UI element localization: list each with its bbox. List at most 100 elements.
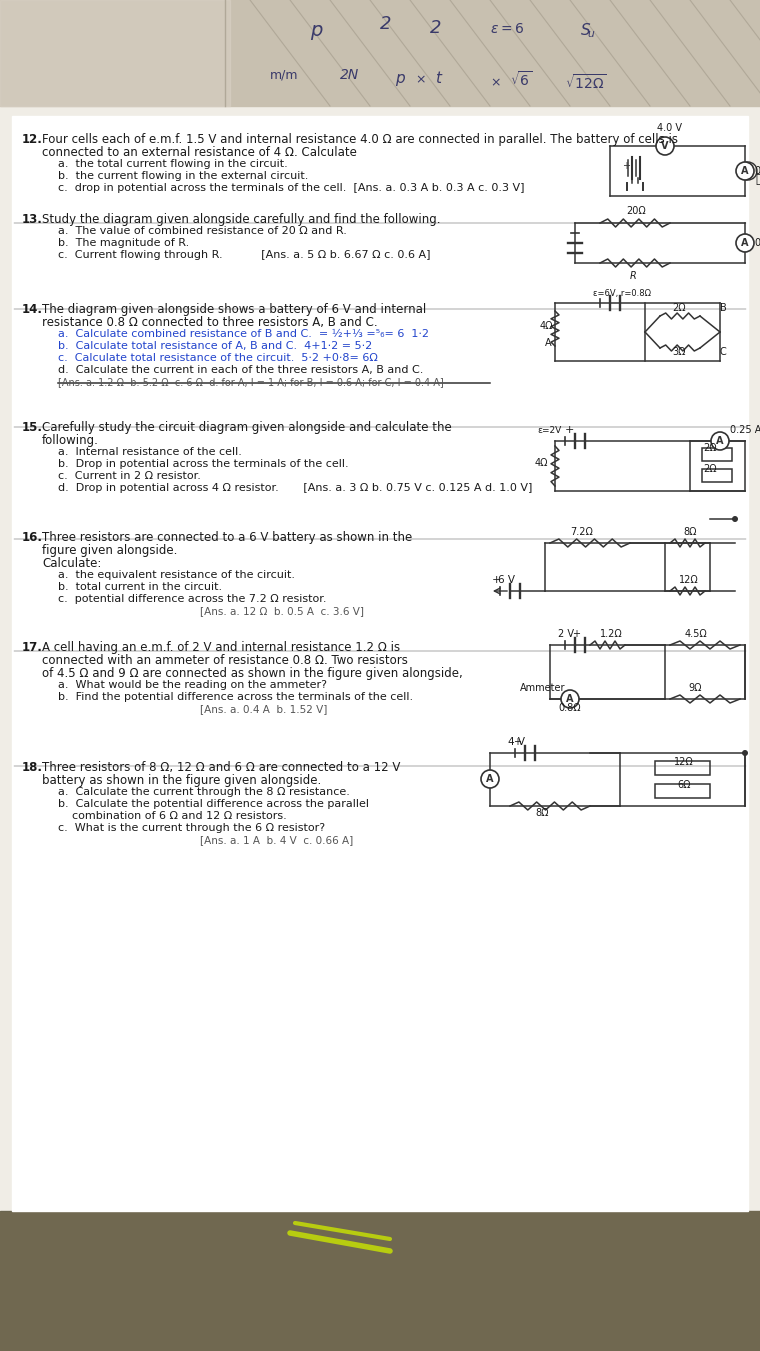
Text: battery as shown in the figure given alongside.: battery as shown in the figure given alo…	[42, 774, 321, 788]
Text: of 4.5 Ω and 9 Ω are connected as shown in the figure given alongside,: of 4.5 Ω and 9 Ω are connected as shown …	[42, 667, 463, 680]
Text: C: C	[720, 347, 727, 357]
Text: 18.: 18.	[22, 761, 43, 774]
Text: Ammeter: Ammeter	[520, 684, 565, 693]
Text: B: B	[720, 303, 727, 313]
Text: a.  the total current flowing in the circuit.: a. the total current flowing in the circ…	[58, 159, 288, 169]
Text: +: +	[565, 426, 575, 435]
Text: 2: 2	[430, 19, 442, 36]
Text: 12Ω: 12Ω	[679, 576, 698, 585]
Text: figure given alongside.: figure given alongside.	[42, 544, 177, 557]
Text: following.: following.	[42, 434, 99, 447]
Text: 16.: 16.	[22, 531, 43, 544]
Text: a.  The value of combined resistance of 20 Ω and R.: a. The value of combined resistance of 2…	[58, 226, 347, 236]
Text: 12.: 12.	[22, 132, 43, 146]
Text: 20Ω: 20Ω	[626, 205, 646, 216]
Text: R: R	[630, 272, 637, 281]
Text: Carefully study the circuit diagram given alongside and calculate the: Carefully study the circuit diagram give…	[42, 422, 451, 434]
Bar	[0, 0, 230, 105]
Text: a.  the equivalent resistance of the circuit.: a. the equivalent resistance of the circ…	[58, 570, 295, 580]
Text: connected with an ammeter of resistance 0.8 Ω. Two resistors: connected with an ammeter of resistance …	[42, 654, 408, 667]
Text: resistance 0.8 Ω connected to three resistors A, B and C.: resistance 0.8 Ω connected to three resi…	[42, 316, 378, 330]
Text: 0.8Ω: 0.8Ω	[558, 703, 581, 713]
Text: 4 V: 4 V	[508, 738, 525, 747]
Circle shape	[736, 162, 754, 180]
Text: b.  total current in the circuit.: b. total current in the circuit.	[58, 582, 222, 592]
Circle shape	[561, 690, 579, 708]
Text: a.  Calculate the current through the 8 Ω resistance.: a. Calculate the current through the 8 Ω…	[58, 788, 350, 797]
Text: A: A	[486, 774, 494, 784]
Circle shape	[711, 432, 729, 450]
Text: b.  Calculate the potential difference across the parallel: b. Calculate the potential difference ac…	[58, 798, 369, 809]
Circle shape	[481, 770, 499, 788]
Text: c.  Current in 2 Ω resistor.: c. Current in 2 Ω resistor.	[58, 471, 201, 481]
Text: Three resistors are connected to a 6 V battery as shown in the: Three resistors are connected to a 6 V b…	[42, 531, 412, 544]
Bar	[702, 447, 732, 461]
Text: V: V	[661, 141, 669, 151]
Text: b.  The magnitude of R.: b. The magnitude of R.	[58, 238, 189, 249]
Text: A: A	[566, 694, 574, 704]
Text: $\times$: $\times$	[490, 76, 501, 89]
Text: 15.: 15.	[22, 422, 43, 434]
Text: Study the diagram given alongside carefully and find the following.: Study the diagram given alongside carefu…	[42, 213, 441, 226]
Text: 7.2Ω: 7.2Ω	[570, 527, 593, 536]
Text: +: +	[492, 576, 502, 585]
Text: $\sqrt{6}$: $\sqrt{6}$	[510, 70, 532, 89]
Text: $\sqrt{12\Omega}$: $\sqrt{12\Omega}$	[565, 73, 606, 92]
Text: b.  Find the potential difference across the terminals of the cell.: b. Find the potential difference across …	[58, 692, 413, 703]
Text: 4Ω: 4Ω	[540, 322, 553, 331]
Text: A: A	[545, 338, 552, 349]
Text: 13.: 13.	[22, 213, 43, 226]
Text: b.  Calculate total resistance of A, B and C.  4+1⋅2 = 5⋅2: b. Calculate total resistance of A, B an…	[58, 340, 372, 351]
Text: 17.: 17.	[22, 640, 43, 654]
Text: b.  Drop in potential across the terminals of the cell.: b. Drop in potential across the terminal…	[58, 459, 349, 469]
Text: +: +	[572, 630, 580, 639]
Text: A: A	[716, 436, 724, 446]
Text: 2Ω: 2Ω	[672, 303, 686, 313]
Text: 6Ω: 6Ω	[677, 780, 691, 790]
Text: a.  Internal resistance of the cell.: a. Internal resistance of the cell.	[58, 447, 242, 457]
Text: 8Ω: 8Ω	[683, 527, 696, 536]
Text: ε=2V: ε=2V	[538, 426, 562, 435]
Text: c.  What is the current through the 6 Ω resistor?: c. What is the current through the 6 Ω r…	[58, 823, 325, 834]
Text: 14.: 14.	[22, 303, 43, 316]
Bar	[12, 116, 748, 1210]
Text: connected to an external resistance of 4 Ω. Calculate: connected to an external resistance of 4…	[42, 146, 357, 159]
Text: Calculate:: Calculate:	[42, 557, 101, 570]
Circle shape	[742, 750, 748, 757]
Text: 4Ω: 4Ω	[535, 458, 549, 467]
Text: 6 V: 6 V	[498, 576, 515, 585]
Text: +: +	[513, 738, 521, 747]
Text: d.  Drop in potential across 4 Ω resistor.       [Ans. a. 3 Ω b. 0.75 V c. 0.125: d. Drop in potential across 4 Ω resistor…	[58, 484, 532, 493]
Text: The diagram given alongside shows a battery of 6 V and internal: The diagram given alongside shows a batt…	[42, 303, 426, 316]
Text: 4.0 V: 4.0 V	[657, 123, 682, 132]
Text: $S_{\!u}$: $S_{\!u}$	[580, 22, 596, 39]
Text: $\varepsilon=6$: $\varepsilon=6$	[490, 22, 524, 36]
Bar	[654, 784, 710, 798]
Text: a.  What would be the reading on the ammeter?: a. What would be the reading on the amme…	[58, 680, 327, 690]
Text: 4.5Ω: 4.5Ω	[685, 630, 708, 639]
Bar	[654, 761, 710, 775]
Text: 0.8 A: 0.8 A	[755, 238, 760, 249]
Text: A: A	[741, 238, 749, 249]
Text: 2Ω: 2Ω	[703, 463, 717, 474]
Text: c.  drop in potential across the terminals of the cell.  [Ans. a. 0.3 A b. 0.3 A: c. drop in potential across the terminal…	[58, 182, 524, 193]
Text: 12Ω: 12Ω	[674, 757, 694, 767]
Text: 2 V: 2 V	[558, 630, 574, 639]
Text: 1.2Ω: 1.2Ω	[600, 630, 622, 639]
Text: combination of 6 Ω and 12 Ω resistors.: combination of 6 Ω and 12 Ω resistors.	[72, 811, 287, 821]
Text: 2N: 2N	[340, 68, 359, 82]
Text: 8Ω: 8Ω	[535, 808, 549, 817]
Bar	[0, 0, 760, 105]
Text: [Ans. a. 0.4 A  b. 1.52 V]: [Ans. a. 0.4 A b. 1.52 V]	[200, 704, 328, 713]
Text: p: p	[395, 72, 404, 86]
Text: 0.25 A: 0.25 A	[730, 426, 760, 435]
Text: 0.8 A: 0.8 A	[755, 166, 760, 176]
Text: c.  potential difference across the 7.2 Ω resistor.: c. potential difference across the 7.2 Ω…	[58, 594, 327, 604]
Text: +: +	[622, 161, 630, 172]
Text: p: p	[310, 22, 322, 41]
Text: ε=6V, r=0.8Ω: ε=6V, r=0.8Ω	[593, 289, 651, 299]
Text: d.  Calculate the current in each of the three resistors A, B and C.: d. Calculate the current in each of the …	[58, 365, 423, 376]
Text: 2: 2	[380, 15, 391, 32]
Text: Ⓐ: Ⓐ	[755, 173, 760, 186]
Text: b.  the current flowing in the external circuit.: b. the current flowing in the external c…	[58, 172, 309, 181]
